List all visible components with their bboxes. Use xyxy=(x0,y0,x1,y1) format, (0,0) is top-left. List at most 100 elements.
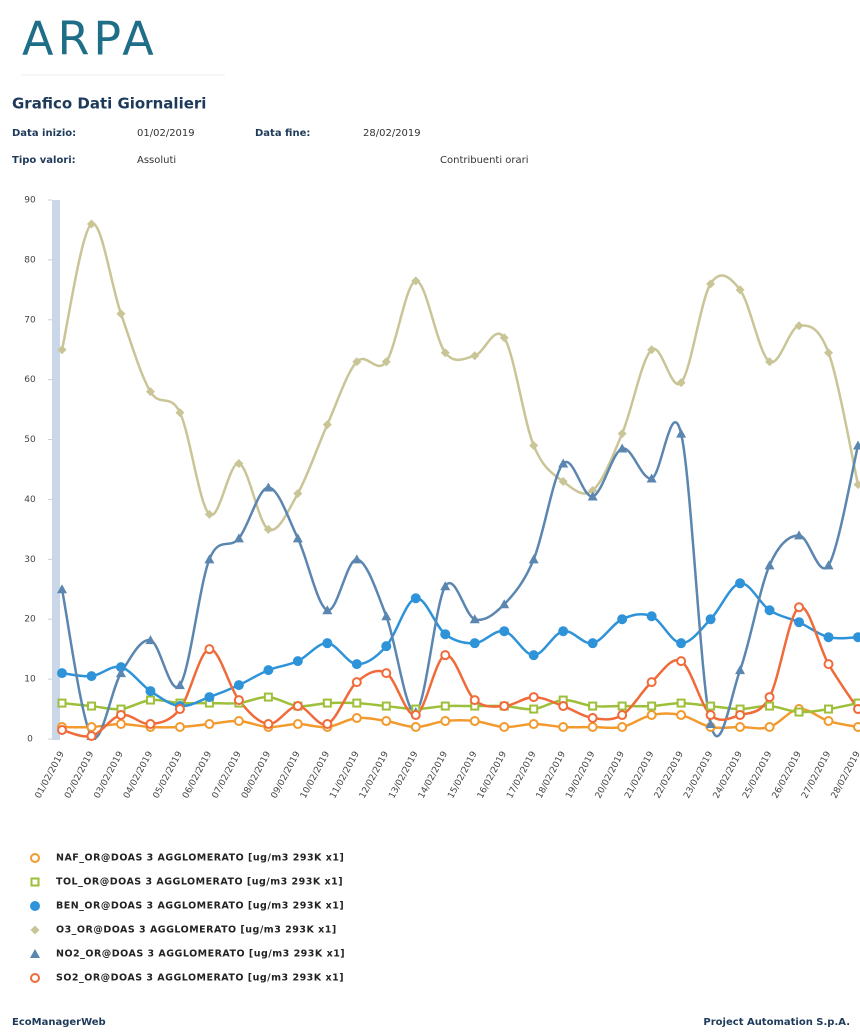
end-label: Data fine: xyxy=(255,128,310,139)
x-tick-label: 01/02/2019 xyxy=(34,750,67,801)
y-tick-label: 10 xyxy=(24,675,36,685)
data-point xyxy=(824,348,833,357)
data-point xyxy=(618,723,626,731)
x-tick-label: 15/02/2019 xyxy=(446,750,479,801)
legend-label: SO2_OR@DOAS 3 AGGLOMERATO [ug/m3 293K x1… xyxy=(56,973,344,984)
data-point xyxy=(530,706,537,713)
legend-marker xyxy=(32,879,39,886)
mode-value: Contribuenti orari xyxy=(440,155,529,166)
data-point xyxy=(294,720,302,728)
data-point xyxy=(353,714,361,722)
x-tick-label: 11/02/2019 xyxy=(328,750,361,801)
data-point xyxy=(471,696,479,704)
data-point xyxy=(619,703,626,710)
data-point xyxy=(323,639,331,647)
data-point xyxy=(176,705,184,713)
data-point xyxy=(500,627,508,635)
x-tick-label: 17/02/2019 xyxy=(505,750,538,801)
x-tick-label: 04/02/2019 xyxy=(122,750,155,801)
data-point xyxy=(530,693,538,701)
data-point xyxy=(412,723,420,731)
data-point xyxy=(648,711,656,719)
data-point xyxy=(618,615,626,623)
data-point xyxy=(736,579,744,587)
legend-label: O3_OR@DOAS 3 AGGLOMERATO [ug/m3 293K x1] xyxy=(56,925,337,936)
x-tick-label: 05/02/2019 xyxy=(152,750,185,801)
data-point xyxy=(412,711,420,719)
data-point xyxy=(853,441,860,450)
data-point xyxy=(293,533,303,542)
data-point xyxy=(530,720,538,728)
data-point xyxy=(175,408,184,417)
data-point xyxy=(589,723,597,731)
data-point xyxy=(471,717,479,725)
data-point xyxy=(58,669,66,677)
logo: ARPA xyxy=(22,12,158,66)
legend-marker xyxy=(31,926,40,935)
legend-label: NAF_OR@DOAS 3 AGGLOMERATO [ug/m3 293K x1… xyxy=(56,853,344,864)
data-point xyxy=(175,680,185,689)
data-point xyxy=(235,681,243,689)
data-point xyxy=(323,420,332,429)
y-axis-bar xyxy=(52,200,60,740)
data-point xyxy=(263,482,273,491)
data-point xyxy=(795,603,803,611)
data-point xyxy=(500,702,508,710)
x-tick-label: 23/02/2019 xyxy=(682,750,715,801)
data-point xyxy=(825,717,833,725)
data-point xyxy=(736,711,744,719)
legend-label: BEN_OR@DOAS 3 AGGLOMERATO [ug/m3 293K x1… xyxy=(56,901,344,912)
y-tick-label: 60 xyxy=(24,375,36,385)
data-point xyxy=(648,703,655,710)
data-point xyxy=(796,709,803,716)
data-point xyxy=(147,697,154,704)
y-tick-label: 90 xyxy=(24,196,36,206)
start-label: Data inizio: xyxy=(12,128,76,139)
data-point xyxy=(265,694,272,701)
data-point xyxy=(735,665,745,674)
footer-right: Project Automation S.p.A. xyxy=(703,1017,850,1028)
data-point xyxy=(382,669,390,677)
legend-marker xyxy=(31,902,39,910)
data-point xyxy=(441,651,449,659)
x-tick-label: 09/02/2019 xyxy=(270,750,303,801)
data-point xyxy=(235,696,243,704)
data-point xyxy=(766,723,774,731)
data-point xyxy=(205,693,213,701)
data-point xyxy=(205,645,213,653)
x-tick-label: 07/02/2019 xyxy=(211,750,244,801)
x-tick-label: 24/02/2019 xyxy=(712,750,745,801)
data-point xyxy=(677,639,685,647)
legend-marker xyxy=(30,949,40,958)
data-point xyxy=(264,666,272,674)
data-point xyxy=(383,703,390,710)
data-point xyxy=(559,702,567,710)
data-point xyxy=(442,703,449,710)
type-label: Tipo valori: xyxy=(12,155,76,166)
x-tick-label: 06/02/2019 xyxy=(181,750,214,801)
data-point xyxy=(205,720,213,728)
data-point xyxy=(117,711,125,719)
data-point xyxy=(352,554,362,563)
data-point xyxy=(500,723,508,731)
data-point xyxy=(529,554,539,563)
data-point xyxy=(559,627,567,635)
data-point xyxy=(294,702,302,710)
x-tick-label: 03/02/2019 xyxy=(93,750,126,801)
x-tick-label: 08/02/2019 xyxy=(240,750,273,801)
data-point xyxy=(677,711,685,719)
y-tick-label: 80 xyxy=(24,255,36,265)
data-point xyxy=(59,700,66,707)
data-point xyxy=(766,693,774,701)
legend-label: TOL_OR@DOAS 3 AGGLOMERATO [ug/m3 293K x1… xyxy=(56,877,343,888)
y-tick-label: 30 xyxy=(24,555,36,565)
data-point xyxy=(87,723,95,731)
data-point xyxy=(264,720,272,728)
data-point xyxy=(117,720,125,728)
x-tick-label: 22/02/2019 xyxy=(653,750,686,801)
data-point xyxy=(618,429,627,438)
data-point xyxy=(707,615,715,623)
data-point xyxy=(589,703,596,710)
x-tick-label: 25/02/2019 xyxy=(741,750,774,801)
